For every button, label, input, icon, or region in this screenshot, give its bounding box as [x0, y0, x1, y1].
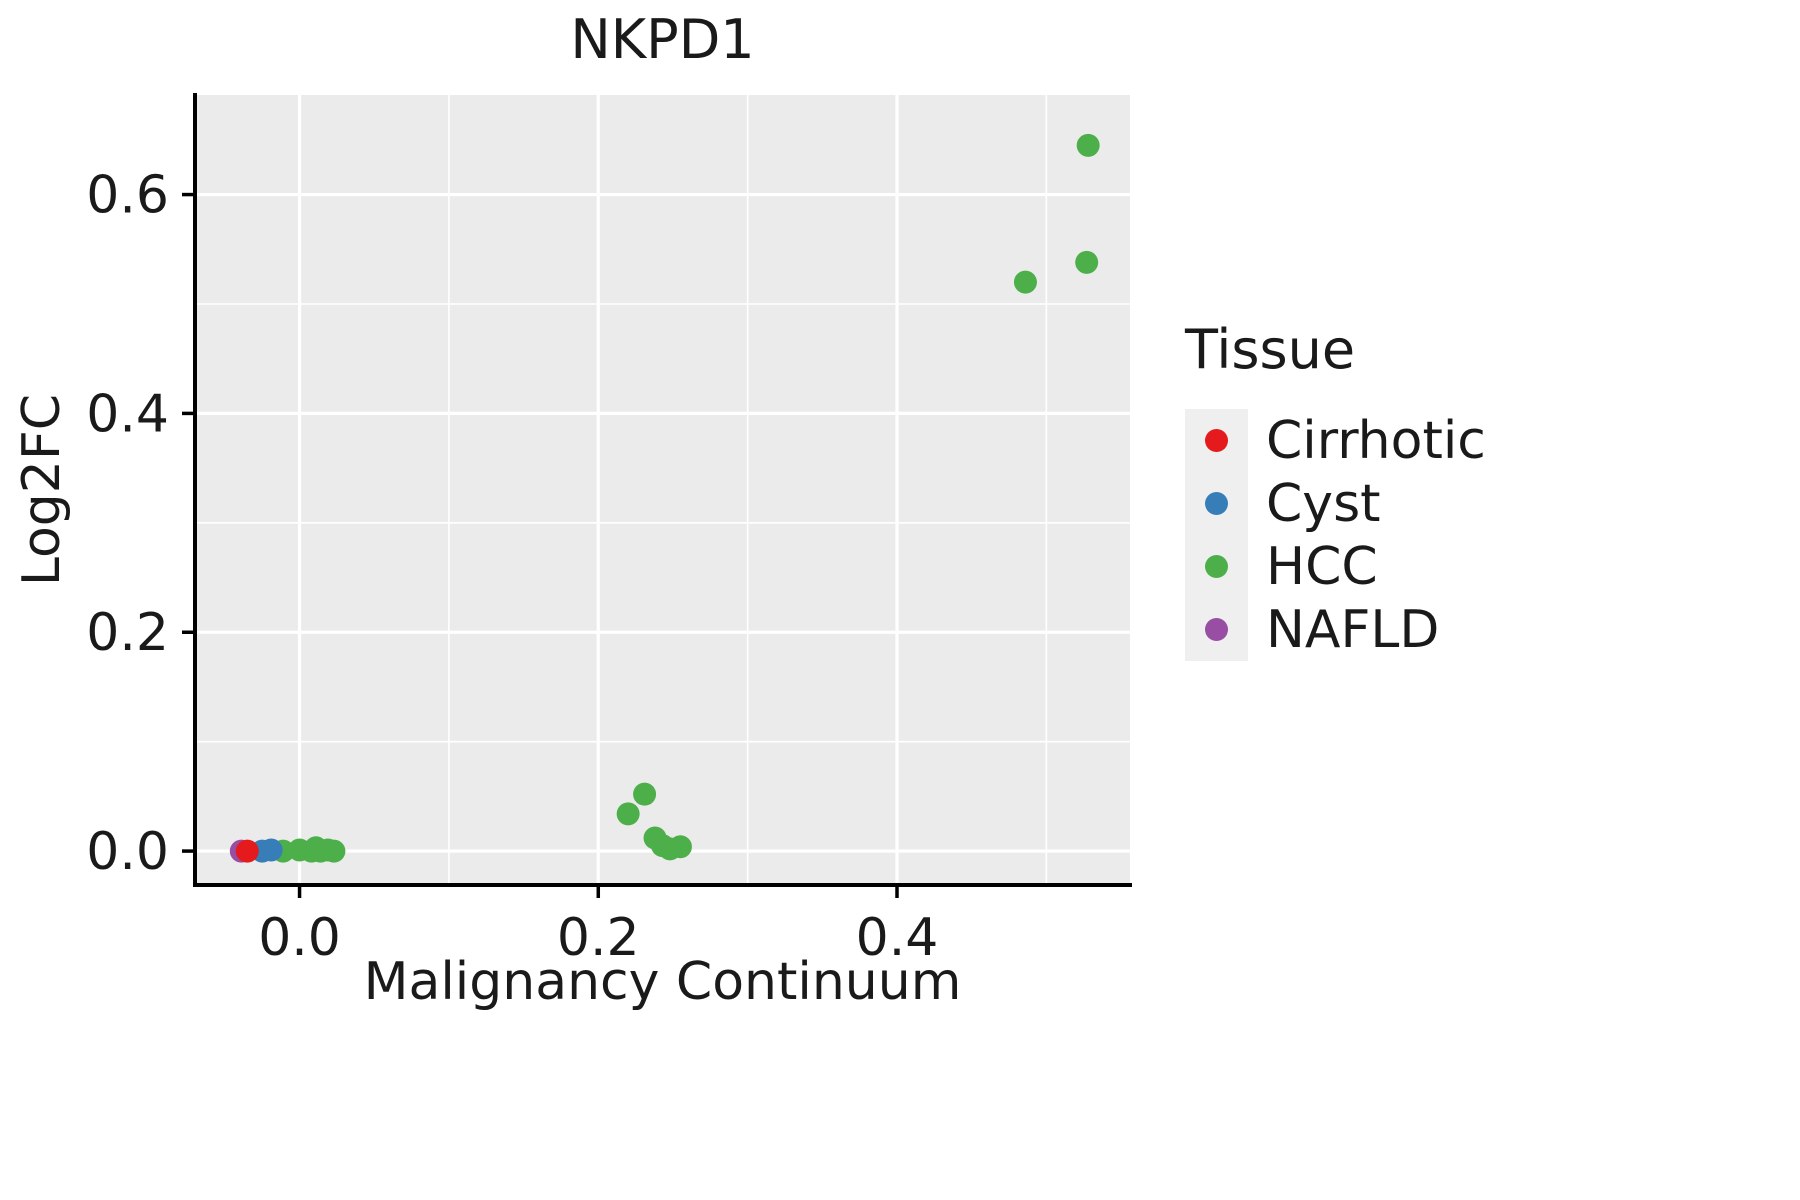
legend-dot-icon: [1205, 429, 1228, 452]
data-point-hcc: [1013, 270, 1037, 294]
data-point-cirrhotic: [235, 839, 259, 863]
legend-item-cyst: Cyst: [1185, 472, 1486, 535]
plot-panel: [195, 95, 1130, 885]
y-axis-label: Log2FC: [12, 393, 72, 587]
legend-key: [1185, 598, 1248, 661]
legend-label: Cirrhotic: [1266, 410, 1486, 471]
x-tick-label: 0.4: [856, 908, 939, 968]
data-point-hcc: [1076, 133, 1100, 157]
legend-items: Cirrhotic Cyst HCC NAFLD: [1185, 409, 1486, 661]
legend-dot-icon: [1205, 555, 1228, 578]
legend: Tissue Cirrhotic Cyst HCC NAFLD: [1185, 318, 1486, 661]
legend-item-cirrhotic: Cirrhotic: [1185, 409, 1486, 472]
data-point-hcc: [1075, 250, 1099, 274]
legend-label: NAFLD: [1266, 599, 1440, 660]
x-tick-label: 0.0: [258, 908, 341, 968]
y-tick-label: 0.6: [86, 166, 169, 226]
data-point-hcc: [616, 802, 640, 826]
legend-title: Tissue: [1185, 318, 1356, 381]
x-tick-label: 0.2: [557, 908, 640, 968]
legend-dot-icon: [1205, 492, 1228, 515]
legend-label: HCC: [1266, 536, 1378, 597]
legend-item-hcc: HCC: [1185, 535, 1486, 598]
x-axis-label: Malignancy Continuum: [363, 952, 962, 1012]
chart-title: NKPD1: [570, 8, 755, 71]
y-tick-label: 0.0: [86, 822, 169, 882]
legend-key: [1185, 472, 1248, 535]
legend-item-nafld: NAFLD: [1185, 598, 1486, 661]
legend-label: Cyst: [1266, 473, 1381, 534]
y-tick-label: 0.2: [86, 603, 169, 663]
legend-key: [1185, 535, 1248, 598]
data-point-hcc: [322, 839, 346, 863]
legend-key: [1185, 409, 1248, 472]
data-point-hcc: [633, 782, 657, 806]
y-tick-label: 0.4: [86, 384, 169, 444]
legend-dot-icon: [1205, 618, 1228, 641]
data-point-hcc: [668, 835, 692, 859]
data-point-cyst: [259, 838, 283, 862]
